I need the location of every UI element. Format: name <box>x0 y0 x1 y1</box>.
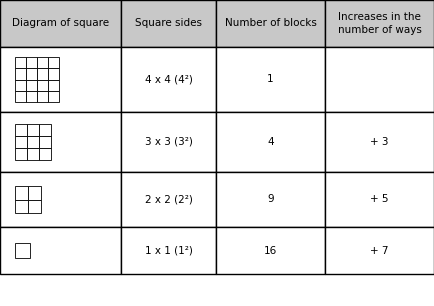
Bar <box>325 227 434 274</box>
Text: Increases in the
number of ways: Increases in the number of ways <box>338 12 421 35</box>
Bar <box>37 80 48 91</box>
Text: 3 x 3 (3²): 3 x 3 (3²) <box>145 137 192 147</box>
Bar <box>325 0 434 47</box>
Bar <box>216 172 325 227</box>
Bar <box>0 227 121 274</box>
Bar <box>121 0 216 47</box>
Bar <box>26 80 37 91</box>
Bar <box>121 47 216 112</box>
Bar <box>37 68 48 80</box>
Text: Square sides: Square sides <box>135 18 202 28</box>
Bar <box>14 91 26 102</box>
Bar <box>26 91 37 102</box>
Bar <box>0 112 121 172</box>
Bar <box>28 200 41 213</box>
Bar <box>216 227 325 274</box>
Bar <box>37 91 48 102</box>
Bar <box>48 80 59 91</box>
Bar <box>216 112 325 172</box>
Bar <box>121 112 216 172</box>
Bar <box>28 186 41 200</box>
Bar <box>14 57 26 68</box>
Text: 1: 1 <box>267 74 274 84</box>
Text: + 5: + 5 <box>370 195 389 204</box>
Bar <box>121 227 216 274</box>
Text: 9: 9 <box>267 195 274 204</box>
Bar <box>14 243 30 258</box>
Bar <box>48 68 59 80</box>
Bar <box>14 200 28 213</box>
Bar <box>14 80 26 91</box>
Bar <box>14 186 28 200</box>
Bar <box>27 136 39 148</box>
Bar <box>26 57 37 68</box>
Text: 2 x 2 (2²): 2 x 2 (2²) <box>145 195 192 204</box>
Bar <box>14 124 27 136</box>
Bar <box>325 172 434 227</box>
Bar <box>0 0 121 47</box>
Text: 1 x 1 (1²): 1 x 1 (1²) <box>145 245 192 256</box>
Bar <box>27 148 39 160</box>
Bar <box>14 68 26 80</box>
Bar <box>14 136 27 148</box>
Bar <box>26 68 37 80</box>
Bar <box>39 124 52 136</box>
Bar <box>325 112 434 172</box>
Bar <box>37 57 48 68</box>
Text: 4: 4 <box>267 137 274 147</box>
Bar <box>48 57 59 68</box>
Bar <box>216 47 325 112</box>
Bar <box>39 148 52 160</box>
Text: + 7: + 7 <box>370 245 389 256</box>
Text: + 3: + 3 <box>370 137 389 147</box>
Text: 4 x 4 (4²): 4 x 4 (4²) <box>145 74 192 84</box>
Bar <box>14 148 27 160</box>
Bar <box>48 91 59 102</box>
Text: Number of blocks: Number of blocks <box>224 18 316 28</box>
Bar <box>0 172 121 227</box>
Bar <box>0 47 121 112</box>
Bar <box>121 172 216 227</box>
Bar <box>39 136 52 148</box>
Text: 16: 16 <box>264 245 277 256</box>
Bar <box>325 47 434 112</box>
Bar <box>27 124 39 136</box>
Bar <box>216 0 325 47</box>
Text: Diagram of square: Diagram of square <box>12 18 109 28</box>
